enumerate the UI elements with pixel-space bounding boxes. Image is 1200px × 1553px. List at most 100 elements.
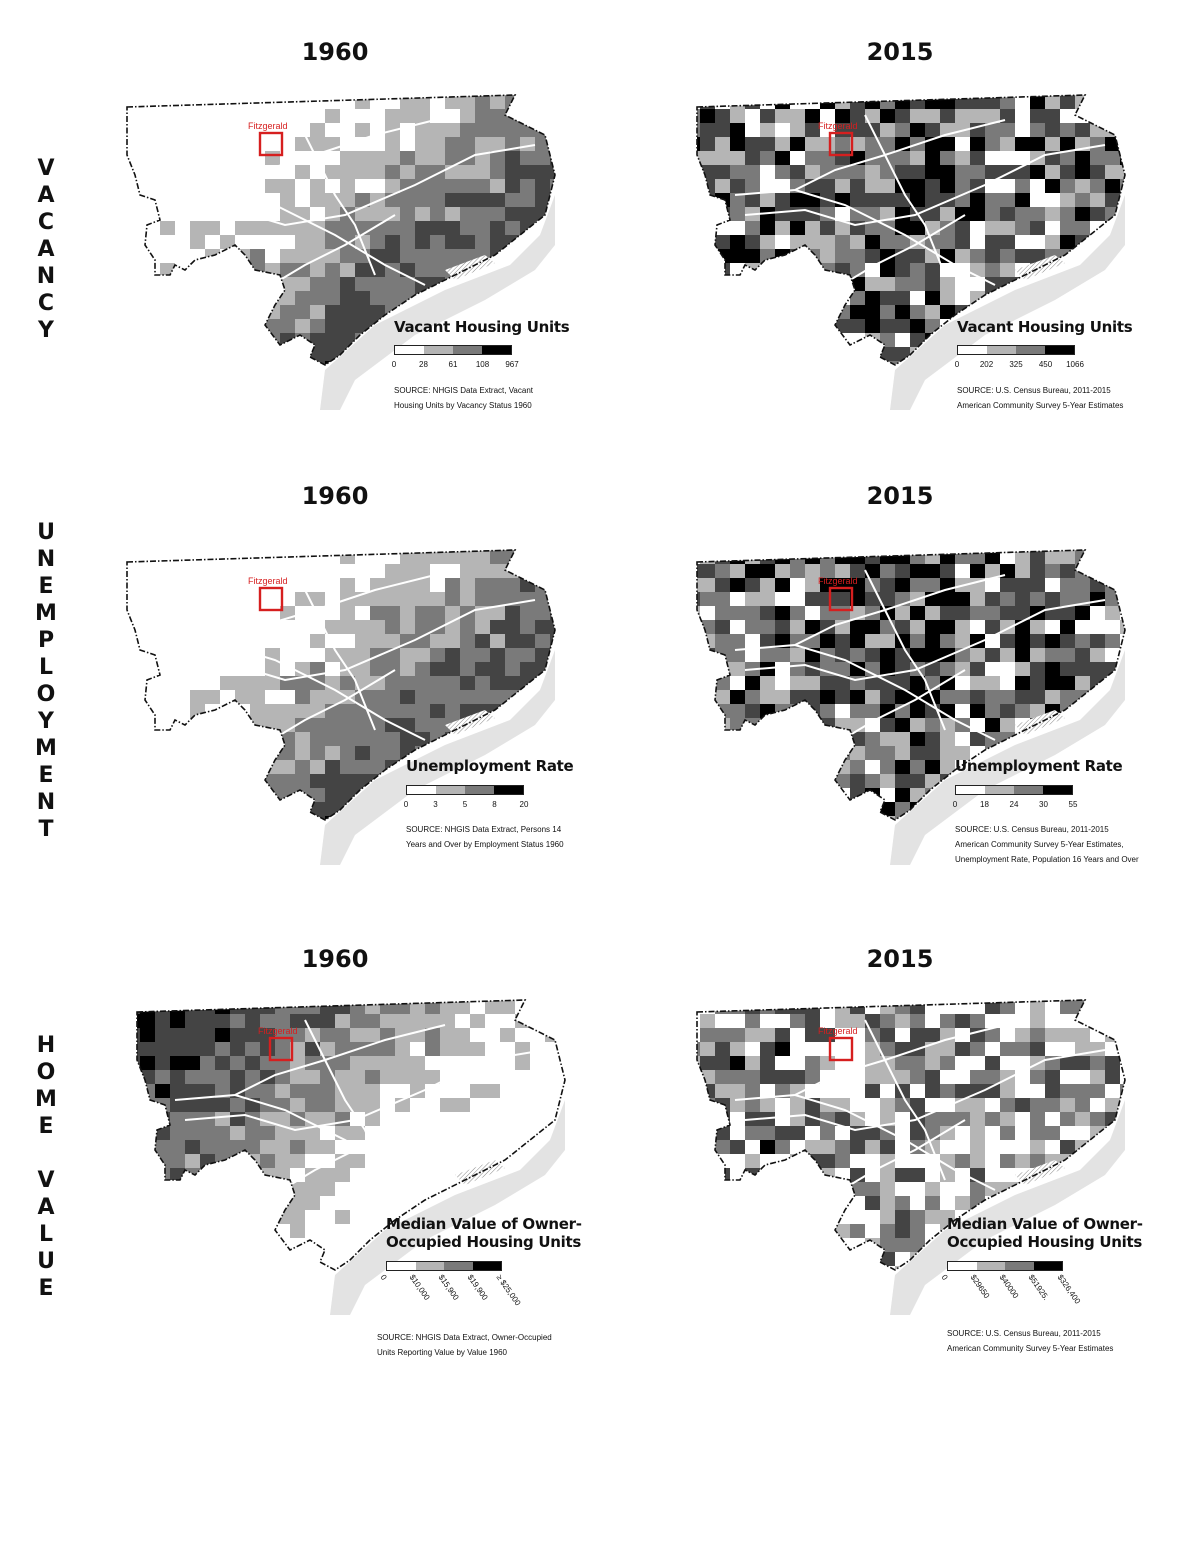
census-tract (925, 179, 940, 193)
census-tract (340, 263, 355, 277)
census-tract (560, 1042, 565, 1056)
census-tract (490, 578, 505, 592)
census-tract (355, 95, 370, 109)
census-tract (790, 361, 805, 365)
census-tract (910, 550, 925, 564)
census-tract (790, 109, 805, 123)
census-tract (745, 137, 760, 151)
census-tract (340, 634, 355, 648)
census-tract (250, 235, 265, 249)
census-tract (1060, 151, 1075, 165)
census-tract (155, 1056, 170, 1070)
census-tract (220, 746, 235, 760)
census-tract (715, 564, 730, 578)
census-tract (460, 193, 475, 207)
census-tract (205, 291, 220, 305)
census-tract (520, 123, 535, 137)
census-tract (280, 662, 295, 676)
census-tract (535, 774, 550, 788)
census-tract (145, 830, 160, 844)
census-tract (1030, 662, 1045, 676)
census-tract (1120, 1280, 1130, 1294)
census-tract (805, 788, 835, 802)
census-tract (170, 1084, 185, 1098)
census-tract (220, 109, 235, 123)
census-tract (850, 375, 880, 389)
census-tract (385, 137, 400, 151)
census-tract (880, 634, 895, 648)
census-tract (955, 746, 970, 760)
census-tract (245, 1182, 260, 1196)
census-tract (700, 620, 715, 634)
census-tract (760, 1028, 775, 1042)
census-tract (940, 550, 955, 564)
census-tract (697, 690, 700, 704)
census-tract (415, 704, 430, 718)
row-label-letter: N (36, 547, 56, 572)
census-tract (1075, 123, 1090, 137)
census-tract (1105, 1252, 1120, 1266)
census-tract (140, 1168, 155, 1182)
census-tract (1015, 137, 1030, 151)
census-tract (310, 193, 325, 207)
census-tract (260, 1154, 275, 1168)
census-tract (760, 375, 790, 389)
census-tract (460, 179, 475, 193)
census-tract (535, 606, 550, 620)
census-tract (430, 95, 445, 109)
census-tract (130, 816, 145, 820)
census-tract (1045, 305, 1075, 319)
census-tract (127, 816, 130, 820)
census-tract (430, 207, 445, 221)
census-tract (505, 662, 520, 676)
census-tract (250, 802, 265, 816)
census-tract (530, 1266, 545, 1270)
census-tract (290, 1098, 305, 1112)
census-tract (700, 1238, 715, 1252)
census-tract (775, 179, 790, 193)
census-tract (955, 564, 970, 578)
census-tract (265, 137, 280, 151)
census-tract (895, 1014, 910, 1028)
census-tract (1075, 193, 1090, 207)
census-tract (475, 564, 490, 578)
census-tract (445, 235, 460, 249)
census-tract (175, 788, 205, 802)
census-tract (805, 277, 820, 291)
census-tract (880, 375, 895, 389)
census-tract (340, 676, 355, 690)
census-tract (1105, 1014, 1120, 1028)
census-tract (145, 816, 160, 820)
census-tract (325, 774, 340, 788)
census-tract (445, 221, 460, 235)
census-tract (775, 550, 790, 564)
census-tract (697, 1168, 715, 1182)
census-tract (130, 788, 145, 802)
census-tract (1075, 1098, 1090, 1112)
census-tract (365, 1210, 380, 1224)
legend-break-label: 28 (419, 360, 428, 369)
census-tract (805, 305, 820, 319)
census-tract (1090, 1196, 1105, 1210)
census-tract (745, 1238, 775, 1252)
census-tract (730, 1042, 745, 1056)
census-tract (745, 1266, 760, 1270)
census-tract (235, 760, 250, 774)
census-tract (745, 704, 760, 718)
census-tract (370, 634, 385, 648)
census-tract (895, 1196, 910, 1210)
census-tract (790, 662, 805, 676)
census-tract (535, 634, 555, 648)
census-tract (760, 151, 775, 165)
census-tract (550, 704, 555, 718)
census-tract (370, 732, 385, 746)
census-tract (280, 592, 295, 606)
census-tract (970, 95, 985, 109)
census-tract (155, 1196, 185, 1210)
census-tract (760, 291, 775, 305)
census-tract (745, 634, 760, 648)
census-tract (955, 690, 970, 704)
census-tract (455, 1112, 470, 1126)
census-tract (865, 137, 880, 151)
census-tract (700, 151, 715, 165)
